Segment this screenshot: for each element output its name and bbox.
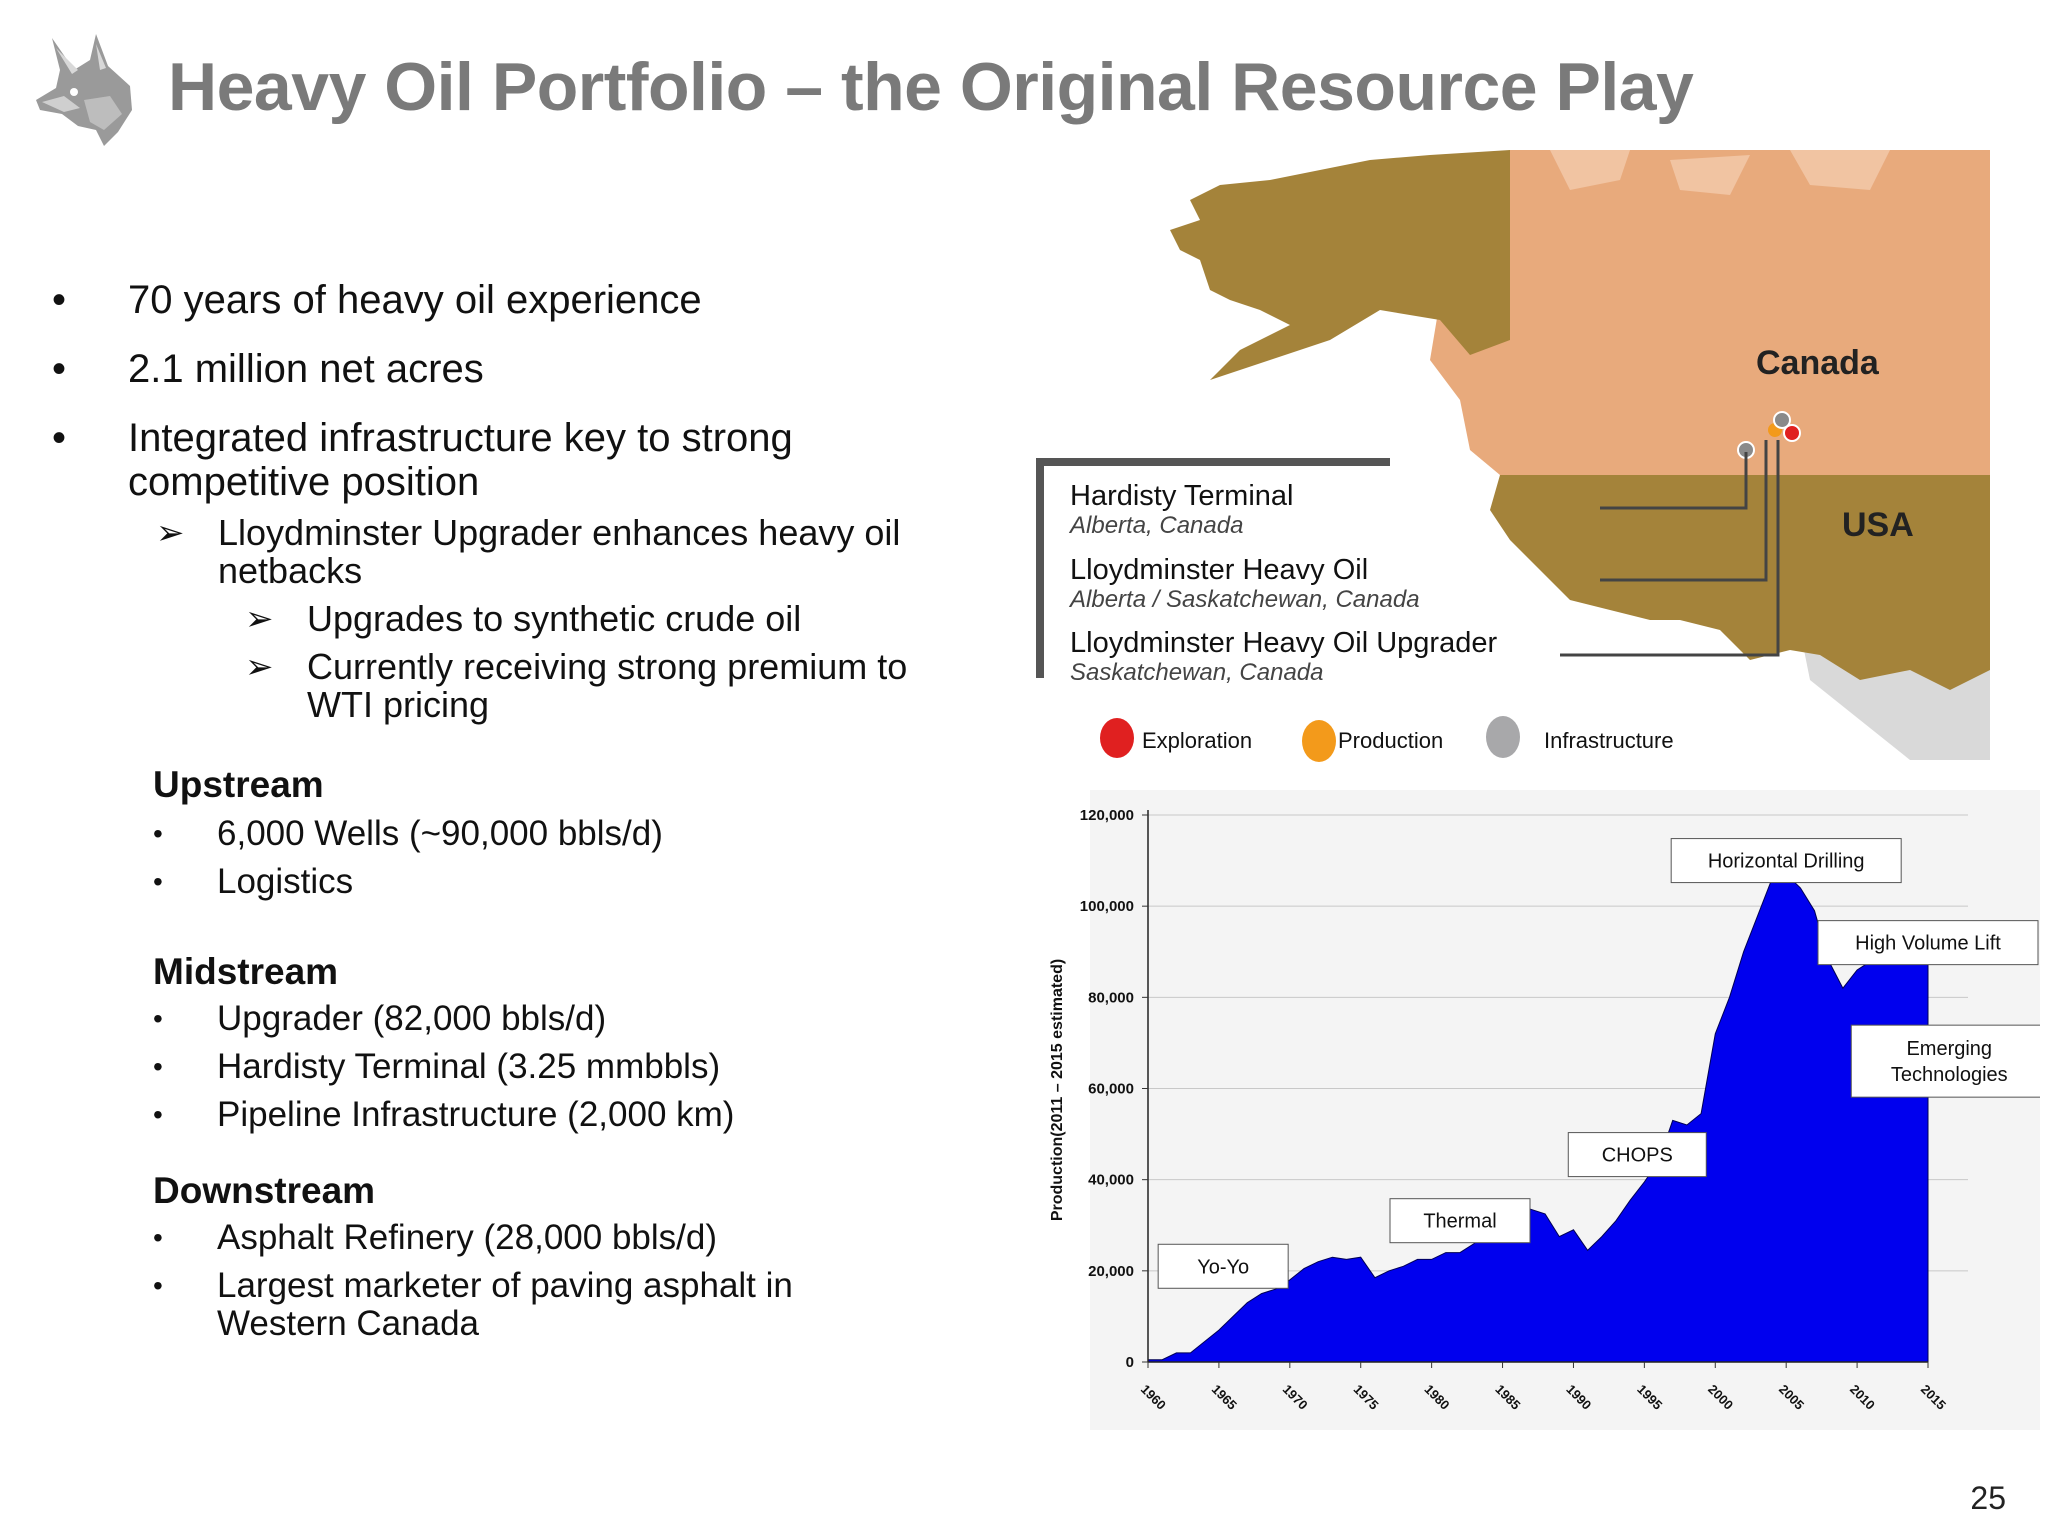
legend-label: Infrastructure xyxy=(1544,728,1674,753)
annotation-label: Thermal xyxy=(1423,1211,1496,1233)
bullet-dot: • xyxy=(153,818,163,849)
list-item: • Hardisty Terminal (3.25 mmbbls) xyxy=(153,1047,721,1086)
annotation-label: Horizontal Drilling xyxy=(1708,851,1865,873)
list-item: • Pipeline Infrastructure (2,000 km) xyxy=(153,1095,735,1134)
production-legend-icon xyxy=(1302,720,1336,762)
list-item-text: Upgrader (82,000 bbls/d) xyxy=(217,999,607,1038)
list-item-text: Asphalt Refinery (28,000 bbls/d) xyxy=(217,1218,717,1257)
canada-region xyxy=(1430,150,1990,475)
arrow-bullet-icon: ➢ xyxy=(245,600,274,638)
bullet-dot: • xyxy=(52,347,67,391)
y-tick-label: 20,000 xyxy=(1088,1263,1134,1280)
exploration-marker xyxy=(1783,424,1801,442)
bullet-dot: • xyxy=(153,866,163,897)
bullet-dot: • xyxy=(153,1003,163,1034)
list-item-text: Logistics xyxy=(217,862,354,901)
sub-sub-bullet-text: Upgrades to synthetic crude oil xyxy=(307,598,802,639)
page-number: 25 xyxy=(1970,1480,2006,1516)
y-tick-label: 80,000 xyxy=(1088,989,1134,1006)
list-item-text: Largest marketer of paving asphalt in We… xyxy=(217,1266,793,1343)
map-label-canada: Canada xyxy=(1756,344,1879,382)
list-item-text: Pipeline Infrastructure (2,000 km) xyxy=(217,1095,735,1134)
bullet-dot: • xyxy=(153,1099,163,1130)
annotation-label: High Volume Lift xyxy=(1855,933,2001,955)
north-america-map xyxy=(1036,150,1990,760)
annotation-box xyxy=(1567,1132,1707,1178)
list-item: • 6,000 Wells (~90,000 bbls/d) xyxy=(153,814,663,853)
bullet-item: • 2.1 million net acres xyxy=(52,347,484,391)
bullet-item: • Integrated infrastructure key to stron… xyxy=(52,416,908,504)
infrastructure-marker xyxy=(1773,411,1791,429)
bullet-text: 70 years of heavy oil experience xyxy=(128,278,702,322)
annotation-box xyxy=(1817,920,2039,966)
bullet-dot: • xyxy=(52,278,67,322)
y-tick-label: 40,000 xyxy=(1088,1172,1134,1189)
facility-location: Alberta / Saskatchewan, Canada xyxy=(1070,586,1420,613)
bullet-dot: • xyxy=(52,416,67,460)
usa-region xyxy=(1490,475,1990,690)
facility-name: Lloydminster Heavy Oil Upgrader xyxy=(1070,627,1498,659)
sub-sub-bullet-text: Currently receiving strong premium to WT… xyxy=(307,646,908,725)
facility-name: Hardisty Terminal xyxy=(1070,480,1294,512)
facility-location: Saskatchewan, Canada xyxy=(1070,659,1324,686)
list-item-text: Hardisty Terminal (3.25 mmbbls) xyxy=(217,1047,721,1086)
y-tick-label: 120,000 xyxy=(1080,807,1134,824)
annotation-box xyxy=(1157,1243,1289,1289)
arrow-bullet-icon: ➢ xyxy=(245,648,274,686)
annotation-label: Yo-Yo xyxy=(1197,1256,1249,1278)
alaska-region xyxy=(1170,150,1510,380)
arrow-bullet-icon: ➢ xyxy=(156,514,185,552)
husky-logo-icon xyxy=(36,34,132,146)
y-axis-label: Production(2011 – 2015 estimated) xyxy=(1049,959,1066,1221)
bullet-dot: • xyxy=(153,1270,163,1301)
annotation-label: Emerging Technologies xyxy=(1891,1038,2008,1086)
list-item: • Logistics xyxy=(153,862,354,901)
arctic-islands xyxy=(1550,150,1890,195)
bullet-text: 2.1 million net acres xyxy=(128,347,484,391)
y-tick-label: 100,000 xyxy=(1080,898,1134,915)
facility-location: Alberta, Canada xyxy=(1070,512,1244,539)
section-heading-downstream: Downstream xyxy=(153,1170,376,1211)
infrastructure-legend-icon xyxy=(1486,716,1520,758)
bullet-dot: • xyxy=(153,1222,163,1253)
annotation-box xyxy=(1670,838,1902,884)
bullet-item: • 70 years of heavy oil experience xyxy=(52,278,702,322)
y-tick-label: 0 xyxy=(1126,1354,1134,1371)
list-item-text: 6,000 Wells (~90,000 bbls/d) xyxy=(217,814,663,853)
sub-bullet-item: ➢ Lloydminster Upgrader enhances heavy o… xyxy=(156,512,958,591)
facility-name: Lloydminster Heavy Oil xyxy=(1070,554,1369,586)
bullet-dot: • xyxy=(153,1051,163,1082)
production-area-chart: 020,00040,00060,00080,000100,000120,0001… xyxy=(1049,790,2040,1430)
page-title: Heavy Oil Portfolio – the Original Resou… xyxy=(168,49,1694,125)
sub-bullet-text: Lloydminster Upgrader enhances heavy oil… xyxy=(218,512,901,591)
list-item: • Asphalt Refinery (28,000 bbls/d) xyxy=(153,1218,717,1257)
list-item: • Largest marketer of paving asphalt in W… xyxy=(153,1266,897,1343)
annotation-label: CHOPS xyxy=(1602,1145,1673,1167)
exploration-legend-icon xyxy=(1100,718,1134,758)
sub-sub-bullet-item: ➢ Currently receiving strong premium to … xyxy=(245,646,967,725)
annotation-box xyxy=(1389,1198,1531,1244)
legend-label: Production xyxy=(1338,728,1444,753)
annotation-box xyxy=(1850,1024,2040,1098)
list-item: • Upgrader (82,000 bbls/d) xyxy=(153,999,607,1038)
section-heading-midstream: Midstream xyxy=(153,951,339,992)
section-heading-upstream: Upstream xyxy=(153,764,324,805)
legend-label: Exploration xyxy=(1142,728,1253,753)
sub-sub-bullet-item: ➢ Upgrades to synthetic crude oil xyxy=(245,598,967,639)
bullet-text: Integrated infrastructure key to strong … xyxy=(128,416,793,504)
map-label-usa: USA xyxy=(1842,506,1914,544)
y-tick-label: 60,000 xyxy=(1088,1081,1134,1098)
